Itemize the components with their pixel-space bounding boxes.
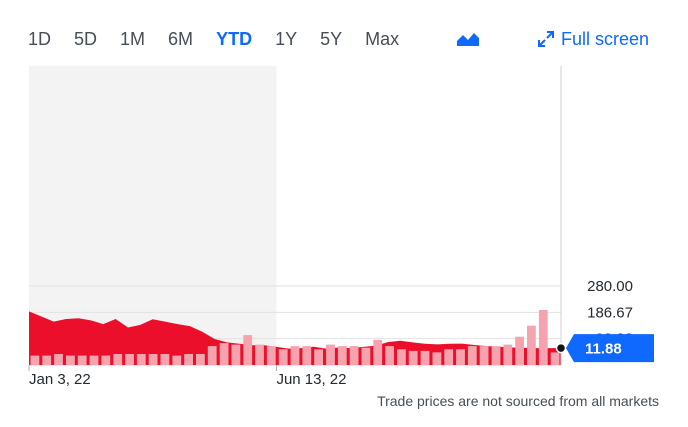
volume-bar	[172, 355, 182, 365]
volume-bar	[30, 355, 40, 365]
volume-bar	[432, 352, 442, 365]
volume-bar	[207, 346, 217, 365]
volume-bar	[444, 349, 454, 365]
range-1y[interactable]: 1Y	[275, 28, 298, 49]
volume-bar	[42, 355, 52, 365]
volume-bar	[278, 349, 288, 365]
volume-bar	[397, 349, 406, 365]
volume-bar	[550, 352, 560, 365]
y-tick-label: 280.00	[587, 278, 633, 295]
range-selector: 1D 5D 1M 6M YTD 1Y 5Y Max	[28, 27, 422, 51]
volume-bar	[538, 310, 548, 365]
volume-bar	[243, 335, 253, 365]
range-5y[interactable]: 5Y	[320, 28, 343, 49]
current-value-badge	[566, 334, 654, 363]
volume-bar	[326, 344, 335, 365]
volume-bar	[66, 355, 75, 365]
fullscreen-button[interactable]: Full screen	[537, 27, 649, 51]
current-value-dot	[555, 342, 567, 354]
volume-bar	[160, 354, 170, 365]
volume-bar	[136, 354, 146, 365]
volume-bar	[314, 349, 323, 365]
volume-bar	[385, 346, 394, 365]
volume-bar	[101, 355, 111, 365]
volume-bar	[337, 346, 347, 365]
volume-bar	[456, 349, 465, 365]
volume-bar	[349, 346, 359, 365]
volume-bar	[255, 344, 264, 365]
volume-bar	[196, 354, 205, 365]
volume-bar	[148, 354, 158, 365]
mountain-chart-icon[interactable]	[455, 30, 481, 48]
volume-bar	[113, 354, 123, 365]
volume-bar	[503, 344, 513, 365]
fullscreen-label: Full screen	[561, 28, 650, 49]
volume-bar	[361, 347, 371, 365]
volume-bar	[266, 346, 276, 365]
volume-bar	[125, 354, 134, 365]
expand-arrows-icon	[538, 31, 554, 47]
range-5d[interactable]: 5D	[74, 28, 98, 49]
volume-bar	[527, 325, 536, 365]
volume-bar	[302, 346, 312, 365]
volume-bar	[467, 346, 477, 365]
data-source-note: Trade prices are not sourced from all ma…	[377, 393, 659, 409]
volume-bar	[515, 336, 524, 365]
y-tick-label: 186.67	[587, 304, 633, 321]
shaded-period	[29, 66, 277, 365]
x-tick-label: Jan 3, 22	[29, 371, 91, 388]
volume-bar	[290, 346, 300, 365]
volume-bar	[491, 346, 501, 365]
volume-bar	[408, 350, 418, 365]
volume-bar	[420, 350, 430, 365]
x-tick-label: Jun 13, 22	[276, 371, 346, 388]
volume-bar	[231, 344, 241, 365]
volume-bar	[219, 343, 229, 365]
current-value-label: 11.88	[585, 341, 622, 358]
volume-bar	[89, 355, 99, 365]
volume-bar	[184, 354, 193, 365]
range-max[interactable]: Max	[365, 28, 400, 49]
volume-bar	[479, 346, 489, 365]
volume-bar	[77, 355, 87, 365]
range-6m[interactable]: 6M	[168, 28, 194, 49]
volume-bar	[54, 354, 63, 365]
range-1d[interactable]: 1D	[28, 28, 52, 49]
volume-bar	[373, 339, 383, 365]
range-ytd[interactable]: YTD	[216, 28, 253, 49]
range-1m[interactable]: 1M	[120, 28, 146, 49]
